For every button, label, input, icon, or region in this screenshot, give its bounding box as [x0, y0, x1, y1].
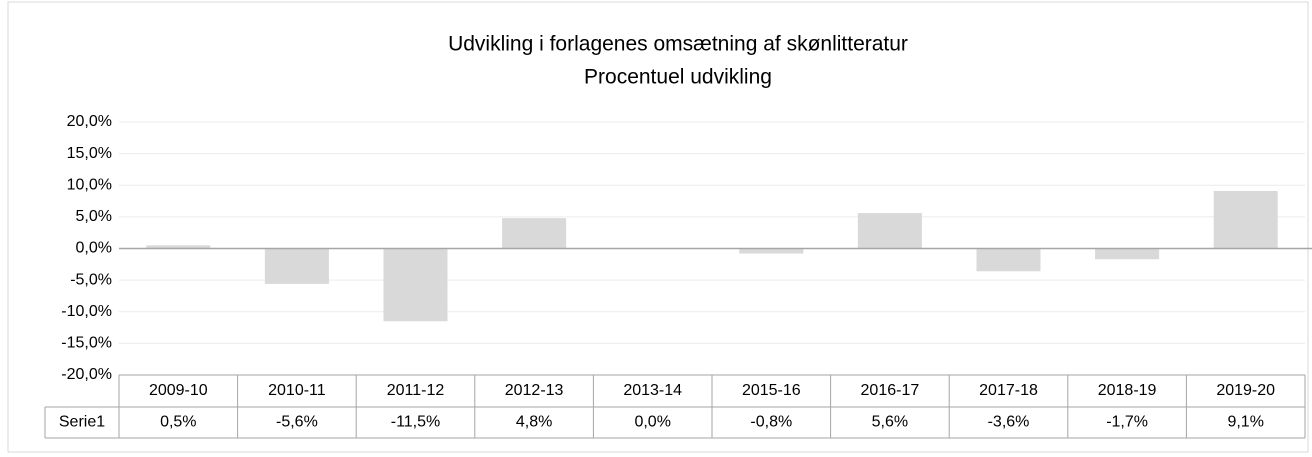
- legend-entry: Serie1: [59, 414, 105, 431]
- y-tick-label: 10,0%: [67, 176, 112, 193]
- bar: [264, 248, 329, 284]
- x-tick-label: 2018-19: [1098, 382, 1157, 399]
- x-tick-label: 2009-10: [149, 382, 208, 399]
- y-tick-label: 5,0%: [76, 208, 112, 225]
- bar: [1213, 190, 1278, 249]
- data-label: 4,8%: [516, 414, 552, 431]
- data-label: 9,1%: [1227, 414, 1263, 431]
- y-tick-label: -15,0%: [61, 335, 112, 352]
- data-label: 5,6%: [872, 414, 908, 431]
- bar: [502, 218, 567, 249]
- data-label: -5,6%: [276, 414, 318, 431]
- bar: [857, 213, 922, 249]
- x-tick-label: 2012-13: [505, 382, 564, 399]
- x-tick-label: 2017-18: [979, 382, 1038, 399]
- x-tick-label: 2019-20: [1216, 382, 1275, 399]
- x-tick-label: 2010-11: [268, 382, 326, 399]
- data-label: 0,0%: [634, 414, 670, 431]
- x-tick-label: 2013-14: [623, 382, 682, 399]
- bar: [146, 245, 211, 249]
- y-tick-label: -5,0%: [70, 271, 112, 288]
- bar: [976, 248, 1041, 272]
- y-tick-label: -10,0%: [61, 303, 112, 320]
- bar: [1095, 248, 1160, 260]
- bar: [383, 248, 448, 322]
- chart-subtitle: Procentuel udvikling: [584, 66, 772, 89]
- data-label: -0,8%: [750, 414, 792, 431]
- y-tick-label: 20,0%: [67, 113, 112, 130]
- chart-border: [7, 1, 1309, 453]
- data-label: -1,7%: [1106, 414, 1148, 431]
- data-label: 0,5%: [160, 414, 196, 431]
- y-tick-label: -20,0%: [61, 366, 112, 383]
- data-label: -11,5%: [391, 414, 441, 431]
- y-tick-label: 0,0%: [76, 240, 112, 257]
- x-tick-label: 2016-17: [861, 382, 920, 399]
- x-tick-label: 2011-12: [387, 382, 445, 399]
- y-tick-label: 15,0%: [67, 145, 112, 162]
- bar: [739, 248, 804, 254]
- chart-title: Udvikling i forlagenes omsætning af skøn…: [448, 33, 908, 56]
- x-tick-label: 2015-16: [742, 382, 801, 399]
- data-label: -3,6%: [988, 414, 1030, 431]
